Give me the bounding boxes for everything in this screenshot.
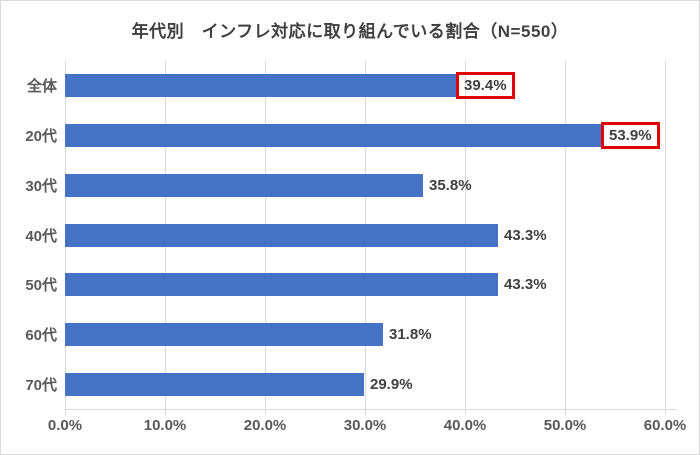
category-label: 30代	[25, 177, 57, 195]
category-axis-labels: 全体 20代 30代 40代 50代 60代 70代	[1, 61, 57, 409]
bar-row: 29.9%	[65, 359, 665, 409]
bar	[65, 173, 423, 197]
bar	[65, 124, 604, 148]
bar-row: 53.9%	[65, 111, 665, 161]
data-label-highlighted: 39.4%	[456, 72, 515, 100]
category-label: 全体	[26, 78, 57, 96]
x-tick-label: 10.0%	[143, 417, 187, 434]
category-label: 20代	[25, 128, 57, 146]
tick-mark	[65, 409, 66, 415]
chart-title: 年代別 インフレ対応に取り組んでいる割合（N=550）	[131, 22, 569, 41]
bar	[65, 372, 364, 396]
bar-row: 43.3%	[65, 210, 665, 260]
x-tick-label: 30.0%	[343, 417, 387, 434]
tick-mark	[665, 409, 666, 415]
tick-mark	[465, 409, 466, 415]
data-label-highlighted: 53.9%	[601, 122, 660, 150]
tick-mark	[365, 409, 366, 415]
x-tick-label: 50.0%	[543, 417, 587, 434]
tick-mark	[165, 409, 166, 415]
x-tick-label: 40.0%	[443, 417, 487, 434]
category-label: 60代	[25, 326, 57, 344]
category-label: 50代	[25, 277, 57, 295]
bar-row: 31.8%	[65, 310, 665, 360]
x-tick-label: 0.0%	[47, 417, 83, 434]
plot-area: 39.4% 53.9% 35.8% 43.3% 43.3% 31.8% 29.9%	[65, 61, 677, 415]
x-tick-label: 20.0%	[243, 417, 287, 434]
tick-mark	[565, 409, 566, 415]
bar	[65, 74, 459, 98]
tick-mark	[265, 409, 266, 415]
bar-row: 43.3%	[65, 260, 665, 310]
data-label: 29.9%	[370, 375, 413, 393]
x-axis-tick-labels: 0.0% 10.0% 20.0% 30.0% 40.0% 50.0% 60.0%	[48, 417, 686, 439]
x-tick-label: 60.0%	[643, 417, 687, 434]
gridline	[565, 61, 566, 409]
category-label: 70代	[25, 376, 57, 394]
bar	[65, 322, 383, 346]
data-label: 43.3%	[504, 276, 547, 294]
data-label: 43.3%	[504, 226, 547, 244]
gridline	[665, 61, 666, 409]
data-label: 35.8%	[429, 176, 472, 194]
bar	[65, 223, 498, 247]
category-label: 40代	[25, 227, 57, 245]
bar-series: 39.4% 53.9% 35.8% 43.3% 43.3% 31.8% 29.9%	[65, 61, 665, 409]
x-axis-line	[65, 409, 677, 410]
bar	[65, 273, 498, 297]
bar-row: 39.4%	[65, 61, 665, 111]
data-label: 31.8%	[389, 325, 432, 343]
bar-row: 35.8%	[65, 160, 665, 210]
